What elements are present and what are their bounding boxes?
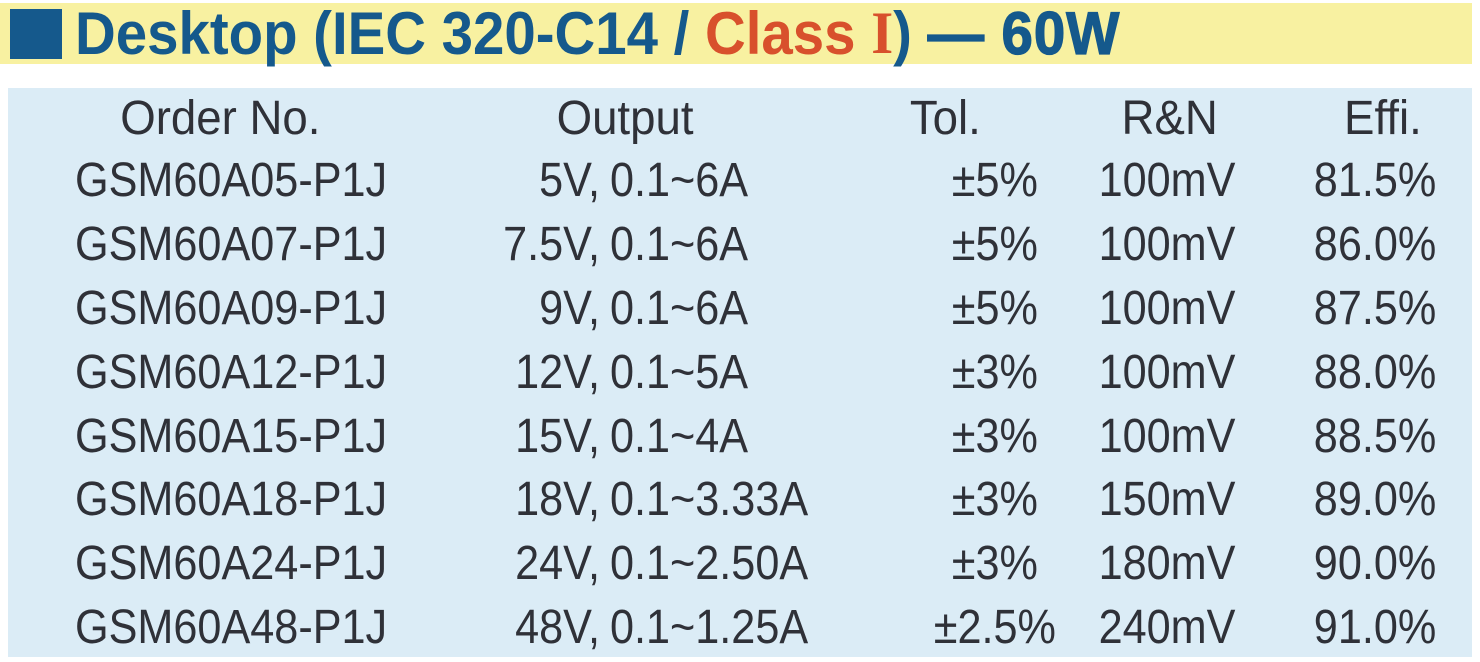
cell-ripple-noise: 100mV bbox=[1098, 218, 1236, 272]
cell-output: 48V, 0.1~1.25A bbox=[515, 600, 809, 654]
cell-ripple-noise: 180mV bbox=[1098, 537, 1236, 591]
table-row: GSM60A18-P1J 18V, 0.1~3.33A ±3% 150mV 89… bbox=[8, 468, 1472, 532]
cell-efficiency: 81.5% bbox=[1313, 154, 1437, 208]
table-row: GSM60A24-P1J 24V, 0.1~2.50A ±3% 180mV 90… bbox=[8, 532, 1472, 596]
cell-order-no: GSM60A05-P1J bbox=[75, 154, 388, 208]
column-header-ripple-noise: R&N bbox=[1121, 92, 1219, 145]
column-header-tolerance: Tol. bbox=[909, 92, 981, 145]
cell-output: 18V, 0.1~3.33A bbox=[515, 473, 809, 527]
cell-tolerance: ±5% bbox=[951, 218, 1039, 272]
cell-ripple-noise: 100mV bbox=[1098, 281, 1236, 335]
cell-ripple-noise: 240mV bbox=[1098, 600, 1236, 654]
cell-order-no: GSM60A07-P1J bbox=[75, 218, 388, 272]
cell-efficiency: 88.5% bbox=[1313, 409, 1437, 463]
column-header-output: Output bbox=[556, 92, 694, 145]
title-segment-class: Class bbox=[705, 0, 872, 67]
cell-order-no: GSM60A15-P1J bbox=[75, 409, 388, 463]
cell-ripple-noise: 100mV bbox=[1098, 409, 1236, 463]
column-header-order-no: Order No. bbox=[119, 92, 321, 145]
cell-tolerance: ±2.5% bbox=[933, 600, 1057, 654]
cell-tolerance: ±3% bbox=[951, 537, 1039, 591]
table-header-row: Order No. Output Tol. R&N Effi. bbox=[8, 88, 1472, 149]
table-row: GSM60A09-P1J 9V, 0.1~6A ±5% 100mV 87.5% bbox=[8, 277, 1472, 341]
cell-efficiency: 88.0% bbox=[1313, 345, 1437, 399]
cell-ripple-noise: 150mV bbox=[1098, 473, 1236, 527]
page-title: Desktop (IEC 320-C14 / Class I ) — 60W bbox=[75, 0, 1120, 68]
cell-order-no: GSM60A48-P1J bbox=[75, 600, 388, 654]
title-segment-paren: ) bbox=[893, 0, 928, 67]
table-row: GSM60A48-P1J 48V, 0.1~1.25A ±2.5% 240mV … bbox=[8, 596, 1472, 660]
table-row: GSM60A07-P1J 7.5V, 0.1~6A ±5% 100mV 86.0… bbox=[8, 213, 1472, 277]
cell-order-no: GSM60A09-P1J bbox=[75, 281, 388, 335]
cell-output: 9V, 0.1~6A bbox=[539, 281, 749, 335]
title-wattage: 60W bbox=[1001, 0, 1121, 68]
cell-order-no: GSM60A24-P1J bbox=[75, 537, 388, 591]
table-row: GSM60A05-P1J 5V, 0.1~6A ±5% 100mV 81.5% bbox=[8, 149, 1472, 213]
cell-output: 24V, 0.1~2.50A bbox=[515, 537, 809, 591]
cell-efficiency: 86.0% bbox=[1313, 218, 1437, 272]
title-segment-class-numeral: I bbox=[871, 0, 894, 66]
cell-tolerance: ±3% bbox=[951, 473, 1039, 527]
cell-order-no: GSM60A12-P1J bbox=[75, 345, 388, 399]
title-segment-family: Desktop (IEC 320-C14 / bbox=[75, 0, 706, 67]
column-header-efficiency: Effi. bbox=[1344, 92, 1422, 145]
cell-efficiency: 90.0% bbox=[1313, 537, 1437, 591]
cell-efficiency: 87.5% bbox=[1313, 281, 1437, 335]
cell-tolerance: ±5% bbox=[951, 154, 1039, 208]
cell-order-no: GSM60A18-P1J bbox=[75, 473, 388, 527]
cell-efficiency: 91.0% bbox=[1313, 600, 1437, 654]
cell-efficiency: 89.0% bbox=[1313, 473, 1437, 527]
cell-output: 12V, 0.1~5A bbox=[515, 345, 749, 399]
table-body: GSM60A05-P1J 5V, 0.1~6A ±5% 100mV 81.5% … bbox=[8, 149, 1472, 659]
cell-tolerance: ±3% bbox=[951, 345, 1039, 399]
table-row: GSM60A15-P1J 15V, 0.1~4A ±3% 100mV 88.5% bbox=[8, 404, 1472, 468]
cell-tolerance: ±3% bbox=[951, 409, 1039, 463]
cell-ripple-noise: 100mV bbox=[1098, 154, 1236, 208]
cell-output: 15V, 0.1~4A bbox=[515, 409, 749, 463]
cell-ripple-noise: 100mV bbox=[1098, 345, 1236, 399]
title-dash: — bbox=[927, 0, 1002, 68]
table-row: GSM60A12-P1J 12V, 0.1~5A ±3% 100mV 88.0% bbox=[8, 340, 1472, 404]
spec-table: Order No. Output Tol. R&N Effi. GSM60A05… bbox=[8, 88, 1472, 657]
cell-output: 7.5V, 0.1~6A bbox=[503, 218, 749, 272]
cell-tolerance: ±5% bbox=[951, 281, 1039, 335]
title-band bbox=[0, 3, 1472, 64]
square-bullet-icon bbox=[10, 9, 62, 59]
cell-output: 5V, 0.1~6A bbox=[539, 154, 749, 208]
